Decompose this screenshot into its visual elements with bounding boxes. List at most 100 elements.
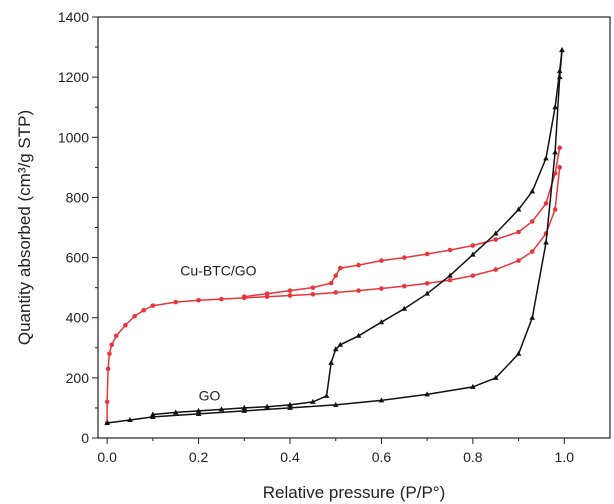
data-point bbox=[109, 342, 115, 348]
data-point bbox=[355, 332, 362, 338]
x-tick-label: 0.2 bbox=[189, 449, 209, 465]
data-point bbox=[378, 397, 385, 403]
labels-layer: Cu-BTC/GO GO Relative pressure (P/P°) Qu… bbox=[15, 110, 445, 502]
data-point bbox=[195, 410, 202, 416]
data-point bbox=[264, 291, 270, 296]
data-point bbox=[557, 165, 563, 170]
data-point bbox=[543, 155, 549, 161]
data-point bbox=[196, 297, 201, 303]
data-point bbox=[241, 404, 248, 410]
plot-frame bbox=[97, 16, 611, 439]
data-point bbox=[543, 201, 549, 206]
data-point bbox=[328, 280, 334, 286]
y-tick-label: 800 bbox=[66, 189, 90, 205]
data-point bbox=[287, 288, 293, 293]
data-point bbox=[379, 258, 384, 263]
data-point bbox=[195, 407, 202, 413]
series-line-adsorption bbox=[106, 167, 561, 423]
data-point bbox=[107, 351, 112, 357]
series-line-desorption bbox=[152, 50, 563, 416]
series-layer bbox=[104, 47, 565, 426]
data-point bbox=[470, 243, 476, 248]
data-point bbox=[470, 273, 476, 278]
x-tick-label: 0.0 bbox=[97, 449, 117, 465]
data-point bbox=[492, 230, 499, 236]
x-tick-label: 0.6 bbox=[372, 449, 392, 465]
y-axis-title: Quantity absorbed (cm³/g STP) bbox=[15, 110, 34, 345]
data-point bbox=[241, 407, 248, 413]
data-point bbox=[556, 68, 563, 74]
y-tick-label: 600 bbox=[66, 250, 90, 266]
y-tick-label: 400 bbox=[66, 310, 90, 326]
data-point bbox=[132, 313, 137, 319]
data-point bbox=[516, 258, 521, 263]
series-cu-btc-go bbox=[104, 145, 563, 426]
data-point bbox=[219, 296, 224, 302]
data-point bbox=[337, 265, 343, 271]
data-point bbox=[104, 399, 110, 405]
data-point bbox=[529, 219, 535, 224]
series-line-desorption bbox=[244, 147, 561, 298]
data-point bbox=[543, 239, 549, 245]
data-point bbox=[516, 229, 521, 235]
data-point bbox=[310, 291, 316, 297]
data-point bbox=[470, 383, 476, 389]
data-point bbox=[287, 404, 293, 410]
y-tick-label: 0 bbox=[81, 430, 89, 446]
data-point bbox=[172, 409, 179, 415]
data-point bbox=[287, 293, 293, 298]
x-axis-title: Relative pressure (P/P°) bbox=[263, 483, 446, 502]
data-point bbox=[333, 290, 339, 295]
data-point bbox=[424, 391, 430, 397]
data-point bbox=[529, 188, 536, 194]
data-point bbox=[424, 251, 430, 257]
data-point bbox=[515, 350, 522, 356]
data-point bbox=[552, 207, 558, 212]
data-point bbox=[492, 374, 499, 380]
y-tick-label: 1400 bbox=[58, 9, 89, 25]
data-point bbox=[552, 104, 558, 110]
data-point bbox=[332, 346, 339, 352]
data-point bbox=[150, 303, 156, 308]
data-point bbox=[127, 416, 133, 422]
data-point bbox=[173, 299, 179, 305]
data-point bbox=[401, 283, 407, 289]
data-point bbox=[337, 341, 344, 347]
data-point bbox=[356, 288, 361, 293]
data-point bbox=[447, 277, 453, 283]
data-point bbox=[104, 419, 110, 425]
data-point bbox=[378, 319, 385, 325]
axes: 0.0 0.2 0.4 0.6 0.8 1.0 0 200 400 600 800 1000 1200 1… bbox=[58, 9, 574, 465]
data-point bbox=[310, 285, 316, 290]
series-go bbox=[104, 47, 565, 425]
data-point bbox=[401, 255, 407, 260]
data-point bbox=[447, 247, 453, 253]
plot-area bbox=[97, 16, 611, 439]
data-point bbox=[241, 294, 247, 299]
data-point bbox=[332, 401, 339, 407]
x-tick-label: 0.4 bbox=[280, 449, 300, 465]
data-point bbox=[264, 403, 270, 409]
data-point bbox=[310, 398, 316, 404]
data-point bbox=[401, 305, 408, 311]
data-point bbox=[515, 206, 522, 212]
data-point bbox=[123, 322, 128, 328]
data-point bbox=[493, 267, 499, 272]
x-tick-label: 0.8 bbox=[463, 449, 483, 465]
data-point bbox=[447, 272, 453, 278]
data-point bbox=[150, 411, 156, 417]
data-point bbox=[287, 401, 293, 407]
data-point bbox=[529, 249, 535, 254]
y-tick-label: 1200 bbox=[58, 69, 89, 85]
data-point bbox=[552, 149, 558, 155]
data-point bbox=[424, 281, 430, 286]
data-point bbox=[559, 47, 565, 53]
data-point bbox=[356, 262, 361, 268]
data-point bbox=[328, 359, 334, 365]
data-point bbox=[529, 314, 536, 320]
data-point bbox=[557, 145, 563, 151]
data-point bbox=[552, 171, 558, 176]
data-point bbox=[113, 333, 119, 339]
y-tick-label: 200 bbox=[66, 370, 90, 386]
